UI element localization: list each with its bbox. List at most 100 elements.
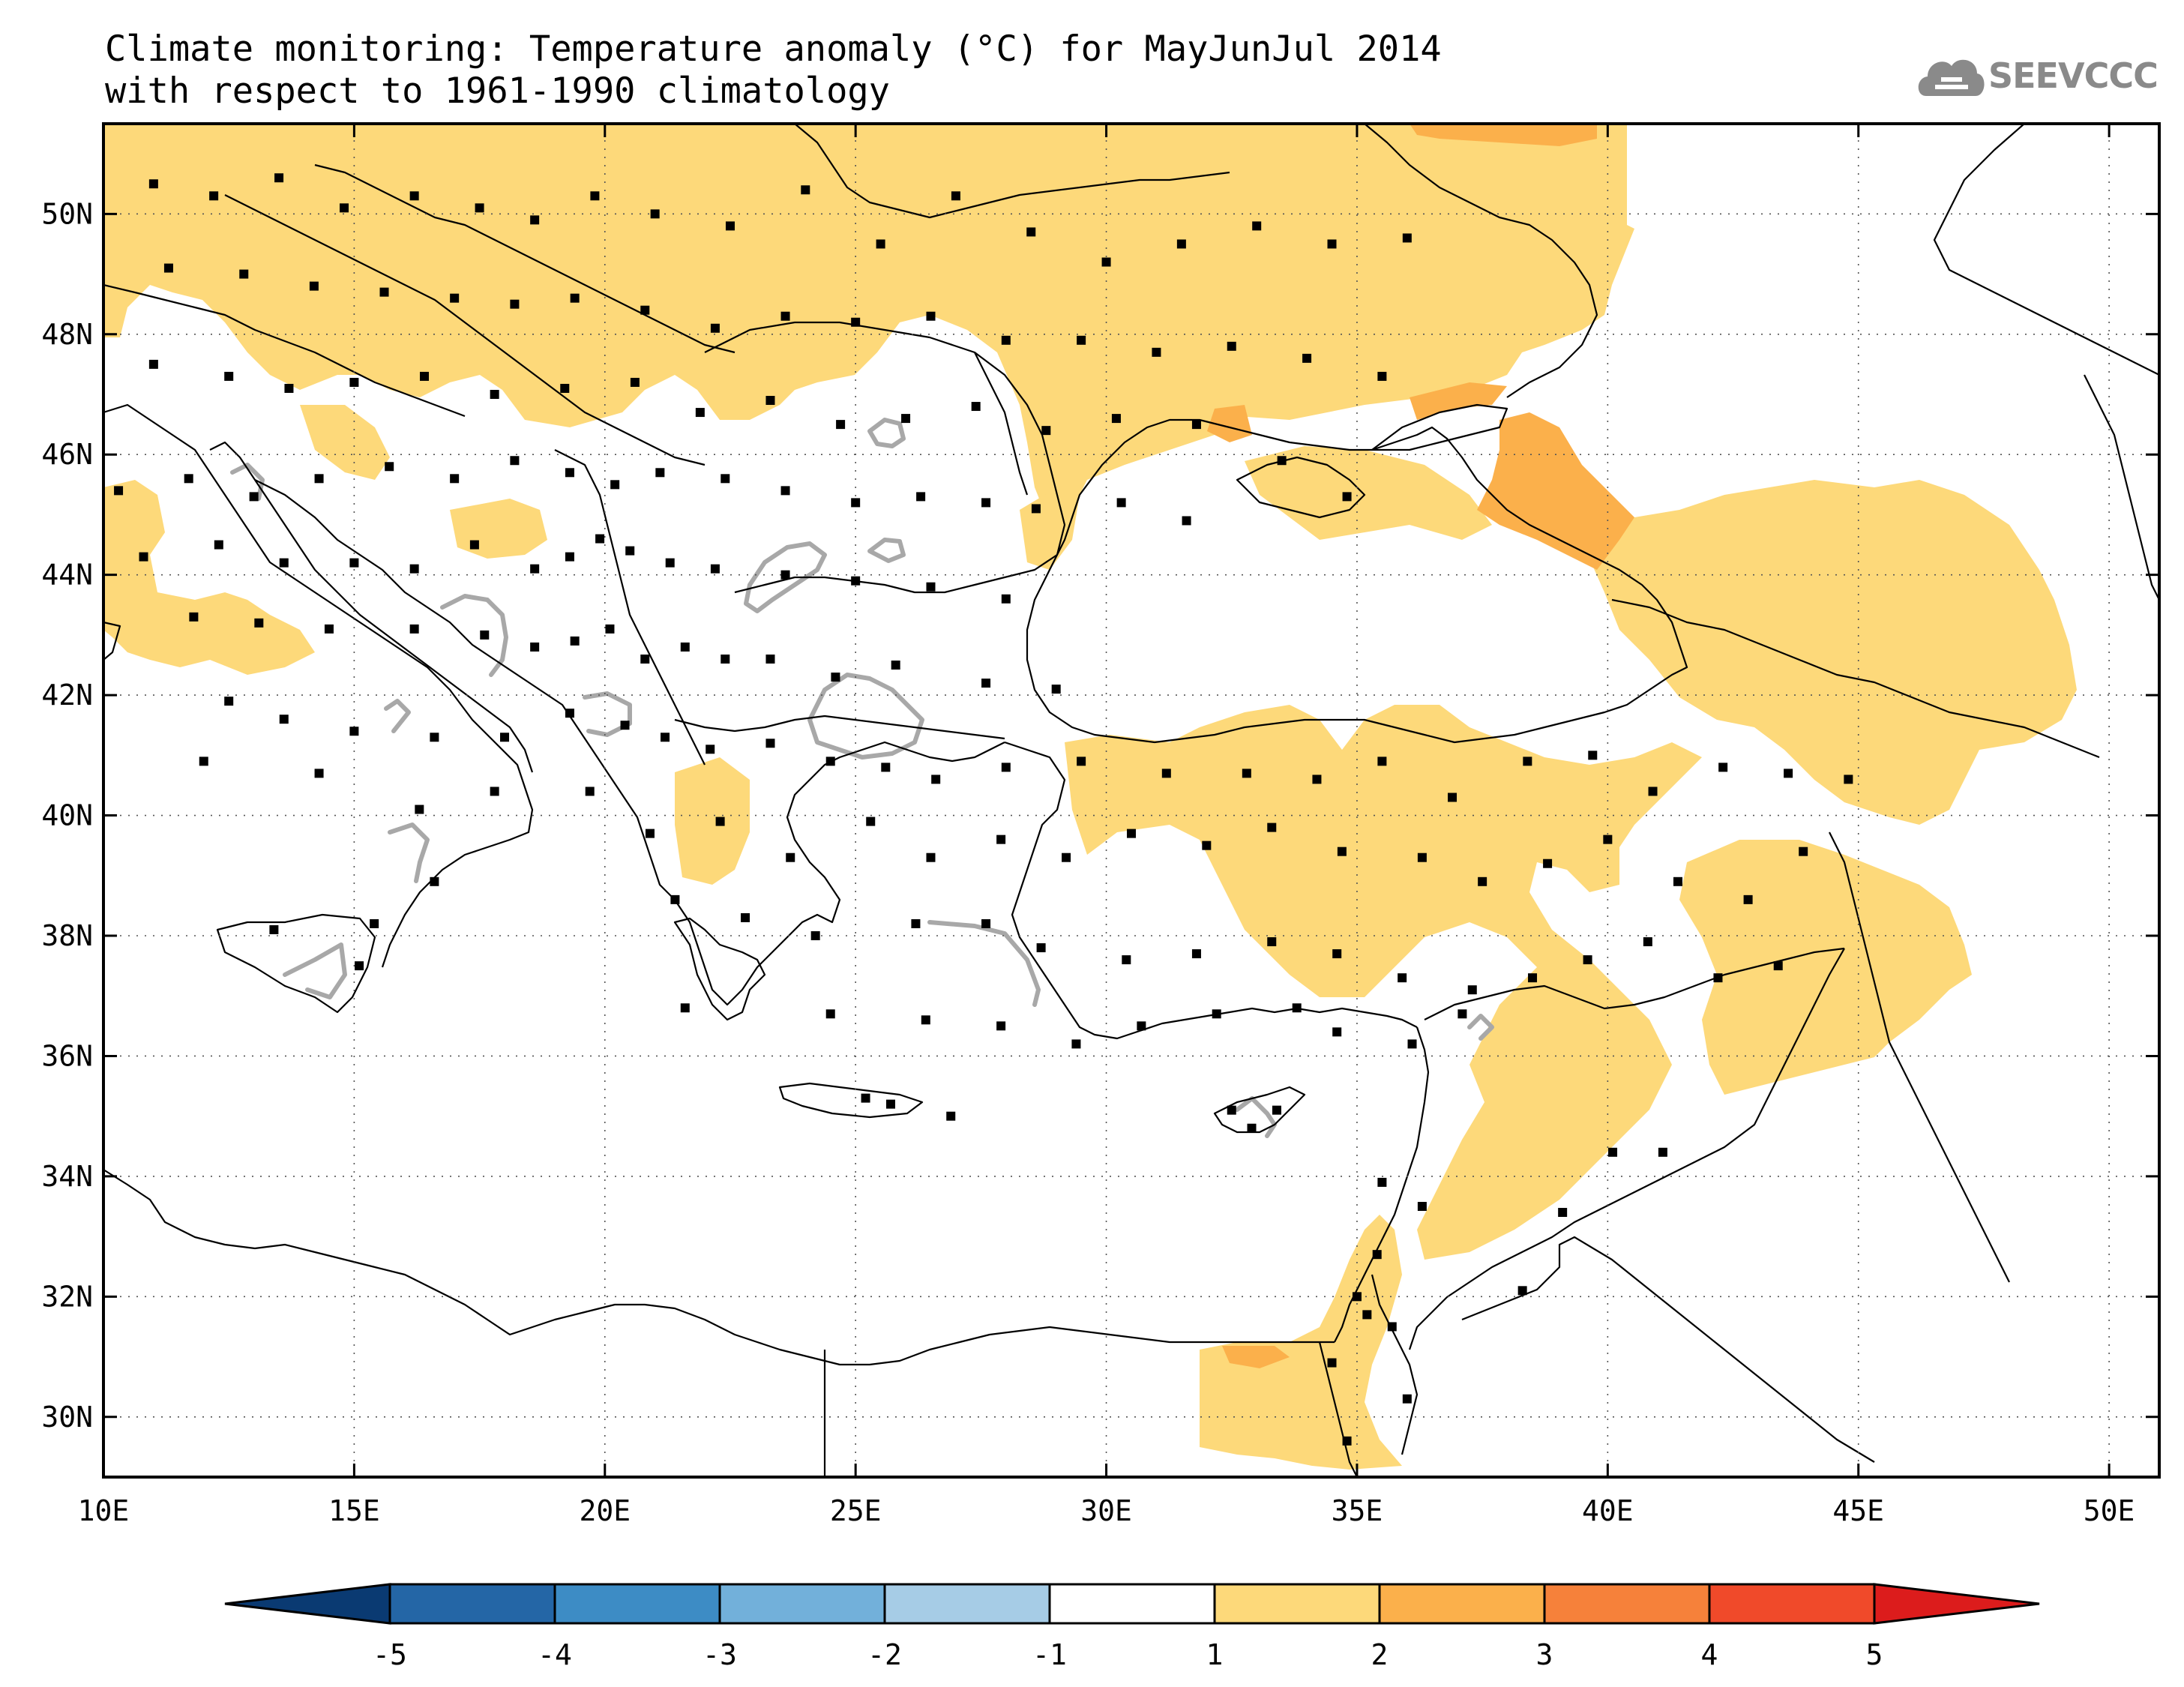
station-marker	[1713, 973, 1723, 983]
station-marker	[1191, 949, 1201, 959]
contour-line-cyprus	[1235, 1096, 1277, 1138]
station-marker	[1467, 985, 1477, 995]
colorbar-swatch	[1708, 1583, 1876, 1625]
station-marker	[695, 408, 705, 418]
station-marker	[1202, 841, 1212, 850]
lon-label: 15E	[328, 1494, 380, 1527]
anomaly-region-crimea	[1245, 446, 1492, 540]
station-marker	[314, 769, 324, 778]
station-marker	[1252, 221, 1262, 231]
station-marker	[1292, 1003, 1302, 1013]
station-marker	[340, 203, 349, 213]
station-marker	[1417, 1202, 1427, 1211]
station-marker	[1773, 961, 1783, 971]
station-marker	[780, 570, 790, 580]
coastline-peloponnese	[673, 917, 766, 1021]
border-bulgaria-greece	[674, 715, 1005, 740]
station-marker	[605, 624, 615, 634]
station-marker	[349, 727, 359, 736]
lat-label: 34N	[41, 1160, 93, 1193]
seevccc-logo: SEEVCCC	[1916, 45, 2171, 112]
station-marker	[1111, 414, 1121, 424]
station-marker	[349, 558, 359, 568]
station-marker	[469, 540, 479, 550]
border-caucasus	[1611, 598, 2100, 759]
station-marker	[901, 414, 911, 424]
chart-title: Climate monitoring: Temperature anomaly …	[105, 28, 1442, 112]
colorbar: -5 -4 -3 -2 -1 1 2 3 4 5	[224, 1583, 2040, 1671]
station-marker	[560, 383, 570, 393]
station-marker	[415, 805, 424, 814]
station-marker	[1071, 1039, 1081, 1049]
lon-label: 35E	[1332, 1494, 1383, 1527]
station-marker	[309, 281, 319, 291]
station-marker	[1342, 492, 1352, 502]
colorbar-swatch	[1543, 1583, 1711, 1625]
station-marker	[1062, 852, 1071, 862]
station-marker	[214, 540, 223, 550]
station-marker	[1398, 973, 1407, 983]
station-marker	[430, 876, 439, 886]
station-marker	[565, 552, 574, 562]
coastline-cyprus	[1213, 1086, 1306, 1134]
station-marker	[996, 835, 1006, 844]
station-marker	[1161, 769, 1171, 778]
anomaly-region-azov	[1410, 382, 1507, 420]
colorbar-label: -5	[373, 1638, 407, 1671]
station-marker	[866, 817, 876, 826]
station-marker	[1372, 1250, 1382, 1260]
station-marker	[1377, 757, 1387, 766]
coastline-sardinia	[103, 621, 121, 661]
colorbar-label: -1	[1032, 1638, 1067, 1671]
station-marker	[765, 396, 775, 406]
lon-label: 30E	[1080, 1494, 1132, 1527]
station-marker	[1658, 1147, 1667, 1157]
station-marker	[1648, 787, 1658, 796]
border-moldova	[974, 352, 1029, 496]
station-marker	[625, 546, 635, 556]
station-marker	[565, 468, 574, 478]
station-marker	[1523, 757, 1532, 766]
station-marker	[640, 305, 650, 315]
station-marker	[1267, 823, 1277, 832]
colorbar-label: 5	[1866, 1638, 1883, 1671]
station-marker	[1402, 1394, 1412, 1404]
station-marker	[650, 209, 660, 219]
station-marker	[570, 636, 580, 646]
station-marker	[530, 215, 540, 225]
station-marker	[1182, 516, 1191, 526]
border-saudi	[1461, 1236, 1875, 1463]
anomaly-region-western-greece	[675, 757, 750, 885]
station-marker	[881, 763, 891, 772]
anomaly-2-3-regions	[1207, 124, 1634, 1368]
anomaly-region-central-europe	[103, 124, 1634, 525]
station-marker	[1327, 1358, 1337, 1368]
station-marker	[851, 576, 861, 586]
station-marker	[810, 931, 820, 940]
station-marker	[946, 1111, 956, 1121]
station-marker	[1387, 1322, 1397, 1332]
station-marker	[926, 582, 936, 592]
station-marker	[1799, 846, 1808, 856]
station-marker	[1127, 829, 1136, 838]
colorbar-arrow-low	[224, 1583, 391, 1625]
station-marker	[825, 1009, 835, 1019]
contour-line-serbia	[744, 541, 827, 613]
station-marker	[1784, 769, 1793, 778]
contour-line-lazio	[384, 699, 411, 733]
station-marker	[741, 912, 750, 922]
station-marker	[239, 269, 249, 279]
station-marker	[163, 263, 173, 273]
station-marker	[680, 1003, 690, 1013]
contour-line-syria	[1467, 1014, 1494, 1041]
coastline-italy-east	[209, 441, 534, 773]
station-marker	[1031, 504, 1041, 514]
lat-label: 32N	[41, 1280, 93, 1313]
anomaly-region-caucasus	[1574, 480, 2077, 825]
colorbar-label: 4	[1701, 1638, 1718, 1671]
lat-label: 44N	[41, 559, 93, 592]
map-gridlines	[103, 124, 2159, 1477]
station-marker	[721, 474, 730, 484]
axis-ticks	[102, 124, 2159, 1477]
station-marker	[355, 961, 364, 971]
